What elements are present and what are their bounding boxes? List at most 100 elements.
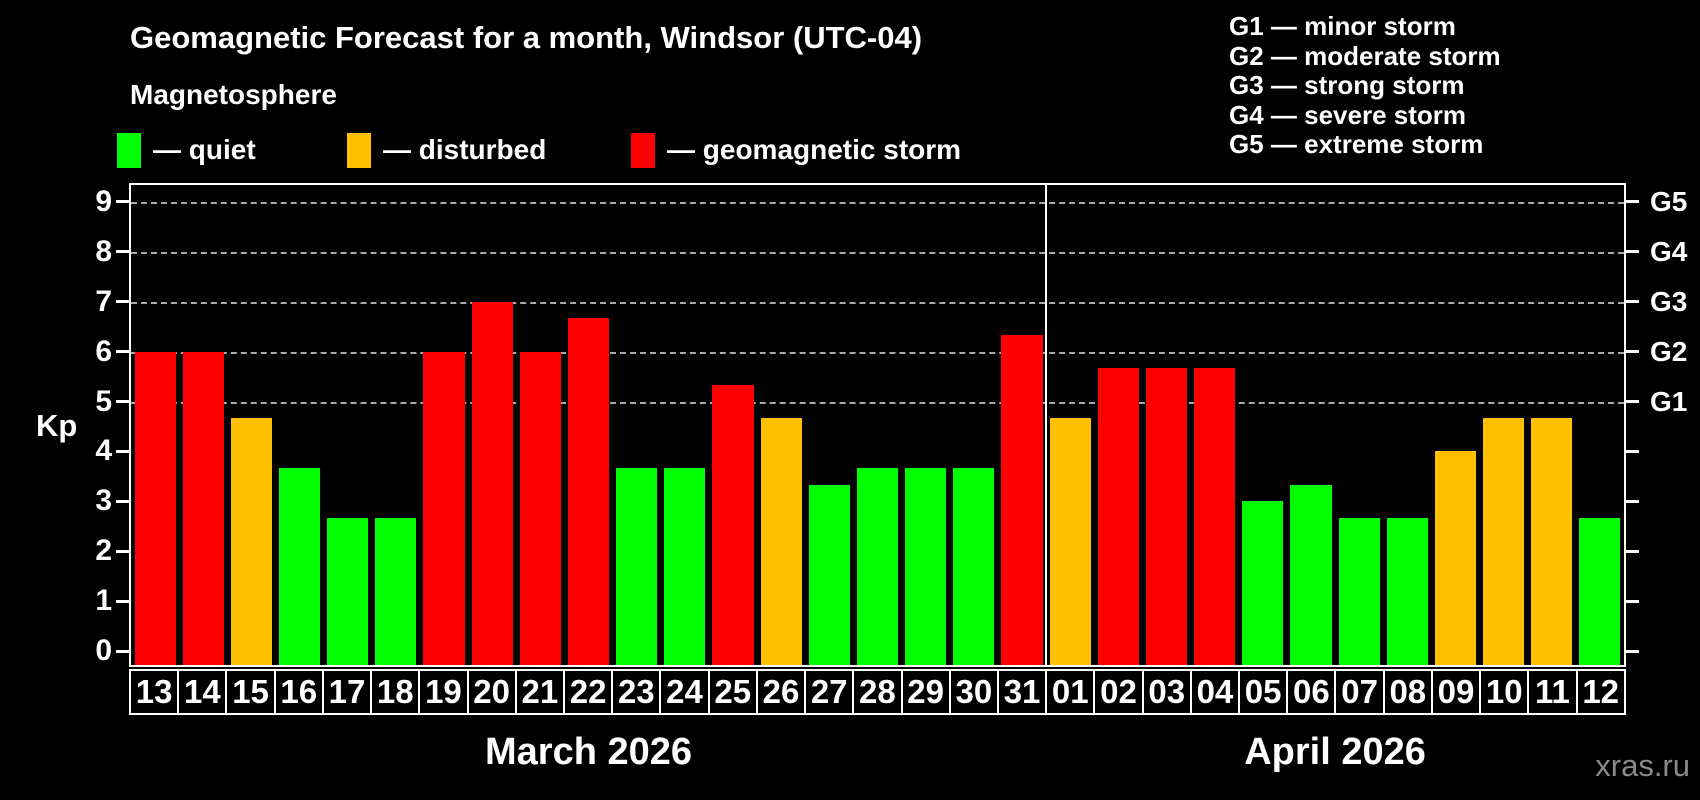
day-cell-20: 20	[469, 671, 517, 713]
day-cell-12: 12	[1582, 673, 1620, 710]
day-cell-06: 06	[1288, 671, 1337, 713]
day-cell-30: 30	[951, 671, 999, 713]
left-axis-tick-0	[116, 649, 129, 653]
kp-bar-31	[1001, 335, 1043, 665]
legend-label-storm: — geomagnetic storm	[667, 134, 962, 165]
kp-bar-07	[1338, 517, 1380, 665]
day-cell-07: 07	[1336, 671, 1385, 713]
day-cell-16: 16	[276, 671, 324, 713]
g-axis-label-g3: G3	[1650, 285, 1688, 317]
gridline-kp8	[131, 251, 1624, 254]
right-axis-tick-8	[1626, 250, 1639, 254]
quiet-color-swatch	[117, 132, 141, 168]
day-cell-11: 11	[1529, 671, 1578, 713]
day-cell-02: 02	[1095, 671, 1144, 713]
legend-label-disturbed: — disturbed	[383, 134, 547, 165]
right-axis-tick-6	[1626, 350, 1639, 354]
day-cell-19: 19	[420, 671, 469, 713]
left-axis-tick-2	[116, 549, 129, 553]
right-axis-tick-2	[1626, 549, 1639, 553]
left-axis-tick-6	[116, 350, 129, 354]
kp-bar-12	[1579, 517, 1621, 665]
left-axis-tick-9	[116, 200, 129, 204]
g-legend-line-3: G3 — strong storm	[1229, 70, 1465, 100]
day-cell-15: 15	[227, 671, 276, 713]
y-axis-label-9: 9	[95, 184, 112, 218]
g-legend-line-4: G4 — severe storm	[1229, 99, 1467, 130]
day-cell-03: 03	[1144, 671, 1192, 713]
kp-bar-20	[471, 301, 513, 665]
kp-bar-14	[182, 351, 224, 665]
kp-bar-04	[1194, 368, 1236, 665]
kp-bar-19	[423, 351, 465, 665]
x-axis-day-row: 13 14 15 16 17 18 19 20 21 22 23 24 25 26 27 28 29 30 31 01…	[129, 669, 1626, 715]
legend-item-quiet: — quiet	[117, 132, 256, 168]
day-cell-28: 28	[854, 671, 903, 713]
kp-bar-02	[1097, 368, 1139, 665]
month-separator	[1045, 185, 1048, 665]
kp-bar-29	[905, 467, 947, 665]
y-axis-label-1: 1	[95, 584, 112, 618]
kp-bar-23	[616, 467, 658, 665]
y-axis-label-2: 2	[95, 534, 112, 568]
kp-bar-10	[1483, 417, 1525, 665]
kp-bar-17	[327, 517, 369, 665]
kp-bar-28	[856, 467, 899, 665]
kp-bar-11	[1531, 417, 1573, 665]
y-axis-label-4: 4	[95, 434, 112, 468]
month-label-march: March 2026	[485, 731, 693, 773]
kp-bar-24	[664, 467, 706, 665]
y-axis-title: Kp	[36, 408, 78, 443]
g-legend-line-2: G2 — moderate storm	[1229, 40, 1501, 71]
kp-bar-08	[1386, 517, 1428, 665]
kp-bar-13	[134, 351, 176, 665]
kp-bar-16	[278, 467, 321, 665]
left-axis-tick-1	[116, 599, 129, 603]
right-axis-tick-4	[1626, 449, 1639, 453]
day-cell-23: 23	[613, 671, 662, 713]
day-cell-08: 08	[1385, 671, 1433, 713]
kp-bar-05	[1242, 501, 1284, 665]
left-axis-tick-3	[116, 499, 129, 503]
day-cell-05: 05	[1240, 671, 1289, 713]
gridline-kp7	[131, 301, 1624, 304]
left-axis-tick-5	[116, 400, 129, 403]
y-axis-label-8: 8	[95, 234, 112, 268]
plot-area	[129, 183, 1626, 667]
day-cell-27: 27	[806, 671, 855, 713]
kp-bar-21	[519, 351, 561, 665]
left-axis-tick-8	[116, 250, 129, 254]
day-cell-29: 29	[903, 671, 951, 713]
kp-bar-26	[760, 417, 802, 665]
day-cell-17: 17	[324, 671, 373, 713]
magnetosphere-label: Magnetosphere	[130, 79, 337, 110]
y-axis-label-3: 3	[95, 484, 112, 518]
y-axis-label-0: 0	[95, 634, 112, 667]
storm-color-swatch	[631, 132, 655, 168]
day-cell-18: 18	[372, 671, 421, 713]
day-cell-10: 10	[1481, 671, 1530, 713]
disturbed-color-swatch	[347, 132, 371, 168]
day-cell-01: 01	[1047, 671, 1096, 713]
gridline-kp6	[131, 351, 1624, 354]
g-axis-label-g2: G2	[1650, 335, 1688, 367]
kp-bar-18	[375, 517, 417, 665]
kp-bar-22	[567, 318, 610, 665]
kp-bar-03	[1145, 368, 1188, 665]
right-axis-tick-5	[1626, 400, 1639, 403]
day-cell-21: 21	[517, 671, 565, 713]
kp-bar-25	[712, 385, 754, 665]
kp-bar-09	[1434, 451, 1476, 665]
legend-item-disturbed: — disturbed	[347, 132, 546, 168]
day-cell-25: 25	[710, 671, 758, 713]
day-cell-26: 26	[758, 671, 807, 713]
kp-bar-15	[230, 417, 272, 665]
right-axis-tick-7	[1626, 300, 1639, 304]
gridline-kp5	[131, 401, 1624, 404]
day-cell-14: 14	[179, 671, 228, 713]
y-axis-label-6: 6	[95, 334, 112, 368]
kp-bar-06	[1290, 484, 1332, 665]
legend-label-quiet: — quiet	[153, 134, 256, 165]
g-legend-line-1: G1 — minor storm	[1229, 11, 1456, 41]
